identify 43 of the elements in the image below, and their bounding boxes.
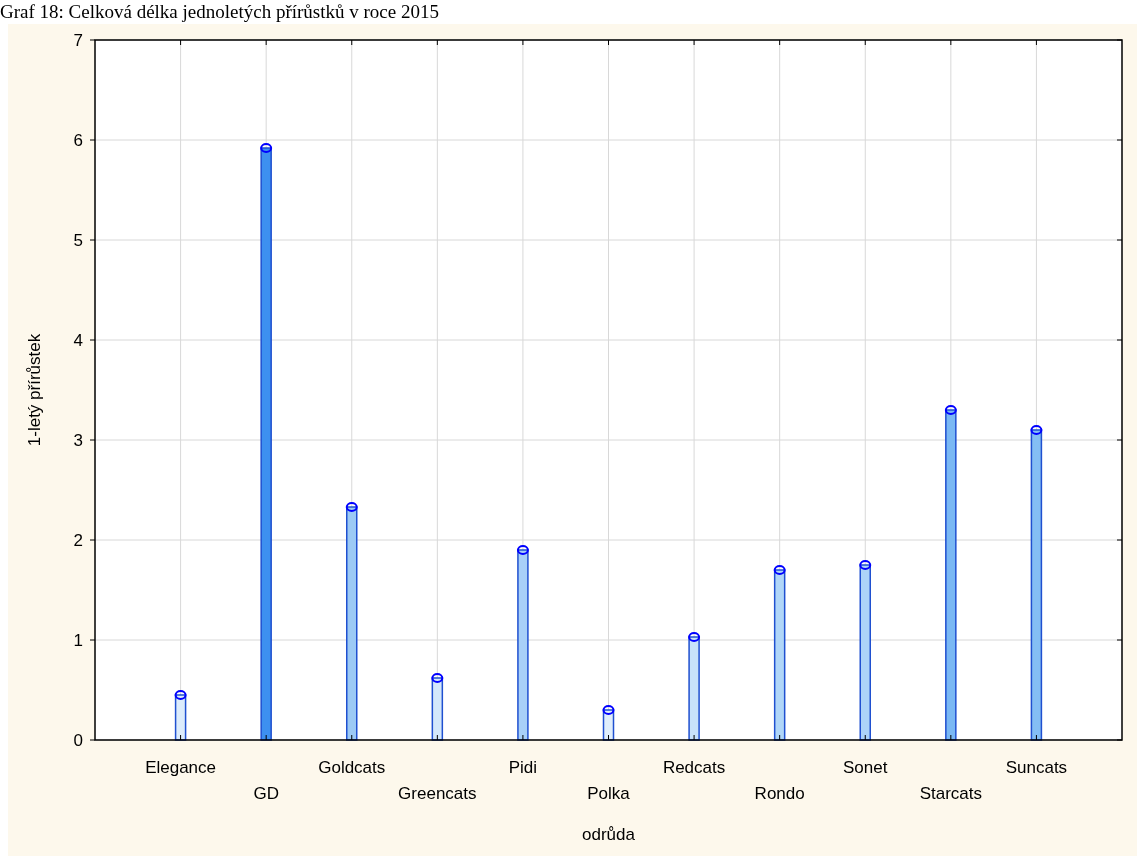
y-tick-label: 6 (73, 130, 83, 150)
y-tick-label: 7 (73, 30, 83, 50)
point (345, 502, 358, 512)
y-tick-label: 3 (73, 430, 83, 450)
x-tick-label: Pidi (508, 758, 538, 777)
y-tick-label: 1 (73, 630, 83, 650)
x-tick-label: Starcats (919, 784, 983, 803)
y-tick-label: 0 (73, 730, 83, 750)
x-tick-label: Polka (587, 784, 631, 803)
point (1030, 425, 1043, 435)
x-tick-label: Elegance (145, 758, 217, 777)
bar (260, 147, 272, 741)
x-tick-label: Redcats (662, 758, 726, 777)
point (602, 705, 615, 715)
bar (174, 694, 187, 741)
point (859, 560, 872, 570)
point (944, 405, 957, 415)
bar (688, 636, 700, 741)
point (688, 632, 701, 642)
x-tick-label: GD (253, 784, 279, 803)
x-tick-label: Greencats (398, 784, 477, 803)
bar (773, 569, 786, 741)
point (431, 673, 444, 683)
y-tick-label: 5 (73, 230, 83, 250)
bar (517, 549, 529, 741)
point (773, 565, 786, 575)
x-axis-title: odrůda (582, 825, 636, 844)
y-tick-label: 4 (73, 330, 83, 350)
point (260, 143, 273, 153)
x-tick-label: Suncats (1005, 758, 1068, 777)
bar (945, 409, 957, 741)
point (174, 690, 187, 700)
bar (346, 506, 358, 741)
chart-title: Graf 18: Celková délka jednoletých přírůstků v roce 2015 (0, 1, 439, 22)
point (516, 545, 529, 555)
x-tick-label: Goldcats (318, 758, 386, 777)
bar (1030, 429, 1043, 741)
y-tick-label: 2 (73, 530, 83, 550)
x-tick-label: Sonet (843, 758, 888, 777)
y-axis-title: 1-letý přírůstek (25, 333, 44, 447)
bar (431, 677, 444, 741)
x-tick-label: Rondo (754, 784, 805, 803)
bar (859, 564, 871, 741)
